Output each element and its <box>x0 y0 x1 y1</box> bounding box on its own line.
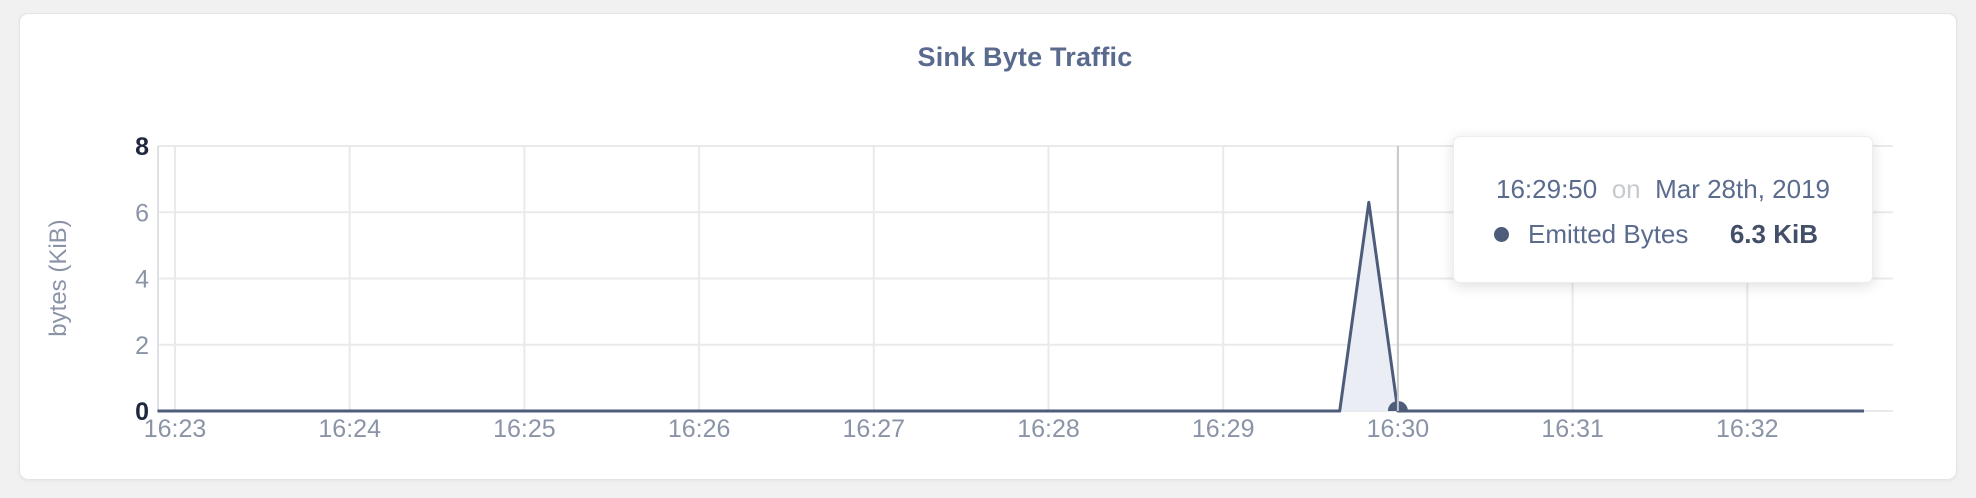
x-tick-label: 16:27 <box>843 415 906 443</box>
tooltip-series-row: Emitted Bytes 6.3 KiB <box>1454 219 1872 249</box>
x-tick-label: 16:31 <box>1541 415 1604 443</box>
y-tick-label: 0 <box>135 398 149 426</box>
tooltip-date: Mar 28th, 2019 <box>1655 174 1830 204</box>
chart-card: Sink Byte Traffic 16:23 16:24 16:25 16:26 16… <box>19 13 1957 480</box>
series-line <box>157 200 1866 413</box>
y-axis-title: bytes (KiB) <box>45 219 72 336</box>
y-tick-label: 8 <box>135 133 149 161</box>
x-tick-label: 16:29 <box>1192 415 1255 443</box>
x-tick-label: 16:30 <box>1367 415 1430 443</box>
series-dot-icon <box>1494 226 1509 242</box>
tooltip-conjunction-word: on <box>1611 174 1641 204</box>
x-tick-label: 16:28 <box>1017 415 1080 443</box>
y-tick-label: 4 <box>135 266 149 294</box>
x-tick-label: 16:32 <box>1716 415 1779 443</box>
x-tick-label: 16:26 <box>668 415 731 443</box>
tooltip-conjunction <box>1604 174 1611 204</box>
chart-tooltip: 16:29:50 on Mar 28th, 2019 Emitted Bytes… <box>1453 136 1873 283</box>
x-tick-label: 16:24 <box>318 415 381 443</box>
y-tick-label: 2 <box>135 332 149 360</box>
chart-title: Sink Byte Traffic <box>917 42 1133 72</box>
y-tick-label: 6 <box>135 199 149 227</box>
x-tick-label: 16:25 <box>493 415 556 443</box>
tooltip-space <box>1641 174 1648 204</box>
chart-plot-area[interactable]: 16:23 16:24 16:25 16:26 16:27 16:28 16:29 16:30… <box>20 14 1958 481</box>
x-tick-label: 16:23 <box>144 415 207 443</box>
tooltip-series-label: Emitted Bytes <box>1528 219 1689 249</box>
tooltip-header: 16:29:50 on Mar 28th, 2019 <box>1454 175 1872 203</box>
tooltip-time: 16:29:50 <box>1496 174 1598 204</box>
tooltip-value: 6.3 KiB <box>1729 219 1818 249</box>
